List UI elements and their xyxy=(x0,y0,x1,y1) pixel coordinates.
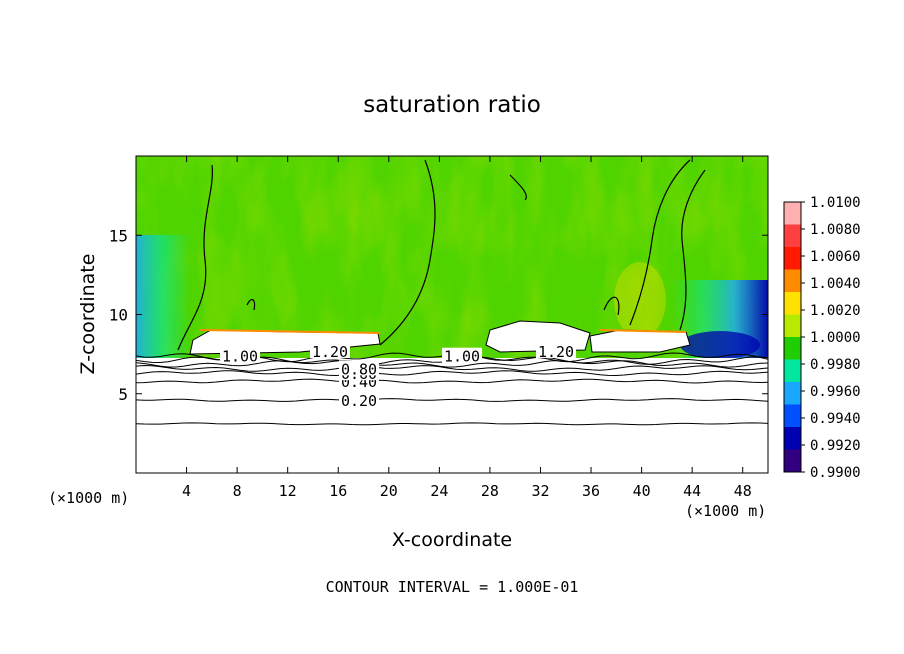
colorbar-label: 0.9940 xyxy=(810,411,861,427)
x-tick-label: 32 xyxy=(531,482,549,500)
contour-label: 1.20 xyxy=(538,343,574,361)
x-tick-label: 36 xyxy=(582,482,600,500)
colorbar-label: 0.9900 xyxy=(810,465,861,481)
y-tick-label: 5 xyxy=(118,385,128,404)
colorbar-label: 1.0080 xyxy=(810,222,861,238)
contour-label: 0.20 xyxy=(341,392,377,410)
contour-label: 1.00 xyxy=(222,348,258,366)
subsaturated-layer xyxy=(136,358,768,473)
colorbar-label: 1.0020 xyxy=(810,303,861,319)
colorbar-swatch xyxy=(784,202,801,225)
colorbar: 1.0100 1.0080 1.0060 1.0040 1.0020 1.0000 0.99… xyxy=(783,195,861,481)
cloud-edge-right xyxy=(599,329,687,333)
colorbar-swatch xyxy=(784,247,801,270)
colorbar-swatch xyxy=(784,427,801,450)
x-tick-label: 12 xyxy=(279,482,297,500)
x-tick-label: 44 xyxy=(683,482,701,500)
contour-label-bg xyxy=(536,342,576,358)
colorbar-label: 1.0040 xyxy=(810,276,861,292)
colorbar-label: 0.9960 xyxy=(810,384,861,400)
colorbar-swatch xyxy=(784,292,801,315)
colorbar-swatch xyxy=(784,382,801,405)
contour-label-bg xyxy=(339,360,379,376)
colorbar-swatch xyxy=(784,337,801,360)
contour-line xyxy=(136,378,768,384)
contour-label: 1.20 xyxy=(312,343,348,361)
y-tick-label: 15 xyxy=(109,226,128,245)
x-axis-label: X-coordinate xyxy=(392,529,512,551)
contour-line xyxy=(136,422,768,426)
x-tick-label: 8 xyxy=(233,482,242,500)
x-tick-label: 40 xyxy=(633,482,651,500)
colorbar-swatch xyxy=(784,359,801,383)
contour-label-bg xyxy=(442,347,482,363)
colorbar-swatch xyxy=(784,269,801,293)
field-texture xyxy=(136,156,768,361)
left-moist-edge xyxy=(136,235,191,360)
contour-line xyxy=(136,398,768,402)
y-tick-label: 10 xyxy=(109,306,128,325)
x-tick-label: 20 xyxy=(380,482,398,500)
contour-labels: 0.200.400.600.801.001.001.201.20 xyxy=(220,342,576,410)
colorbar-swatch xyxy=(784,224,801,248)
contour-line xyxy=(136,364,768,372)
contour-interval-footer: CONTOUR INTERVAL = 1.000E-01 xyxy=(326,578,579,596)
cloud-block-right xyxy=(589,329,691,353)
plot-field xyxy=(136,156,768,473)
dry-core xyxy=(680,331,760,359)
x-tick-label: 24 xyxy=(430,482,448,500)
y-axis-label: Z-coordinate xyxy=(77,254,99,375)
colorbar-swatch xyxy=(784,314,801,338)
contour-label: 0.80 xyxy=(341,360,377,378)
colorbar-swatch xyxy=(784,449,801,473)
x-tick-label: 48 xyxy=(734,482,752,500)
contour-label-bg xyxy=(220,347,260,363)
contour-lines-upper xyxy=(177,159,706,351)
cloud-edge-left xyxy=(199,329,381,334)
contour-line xyxy=(136,359,768,368)
x-tick-label: 4 xyxy=(182,482,191,500)
contour-line xyxy=(136,370,768,377)
contour-label-bg xyxy=(310,342,350,358)
colorbar-label: 0.9920 xyxy=(810,438,861,454)
colorbar-swatch xyxy=(784,404,801,428)
x-tick-label: 28 xyxy=(481,482,499,500)
x-unit-right: (×1000 m) xyxy=(685,502,766,520)
x-tick-label: 16 xyxy=(329,482,347,500)
x-unit-left: (×1000 m) xyxy=(48,489,129,507)
yellow-patch xyxy=(614,262,666,338)
chart-title: saturation ratio xyxy=(363,92,541,118)
contour-label-bg xyxy=(339,392,379,408)
colorbar-label: 1.0000 xyxy=(810,330,861,346)
colorbar-label: 1.0100 xyxy=(810,195,861,211)
x-axis-ticks: 4 8 12 16 20 24 28 32 36 40 44 48 xyxy=(182,156,752,500)
colorbar-label: 0.9980 xyxy=(810,357,861,373)
y-axis-ticks: 5 10 15 xyxy=(109,226,768,404)
contour-label: 1.00 xyxy=(444,348,480,366)
colorbar-label: 1.0060 xyxy=(810,249,861,265)
